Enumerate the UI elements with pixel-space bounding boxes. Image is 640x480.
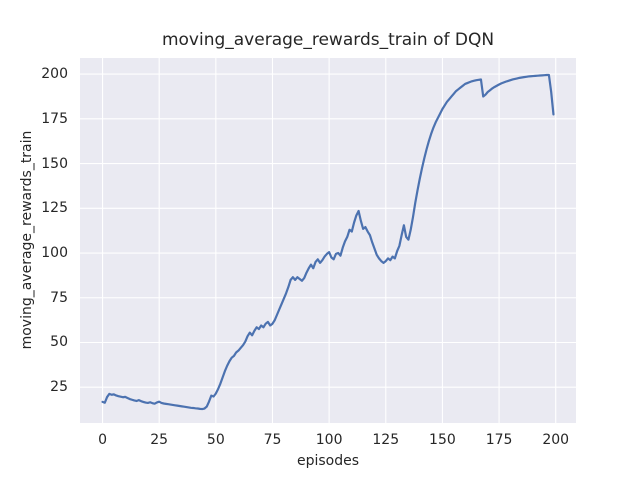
axes-background [80,58,576,423]
x-axis-tick-label: 150 [429,432,456,448]
x-axis-tick-label: 25 [150,432,169,448]
x-axis-tick-label: 0 [98,432,107,448]
chart-line [101,73,555,411]
x-axis-tick-label: 200 [542,432,570,448]
y-axis-tick-label: 150 [41,155,68,172]
x-axis-tick-label: 75 [263,432,282,448]
y-axis-tick-label: 25 [50,379,68,396]
x-axis-tick-label: 175 [485,432,513,448]
y-axis-tick-label: 100 [41,245,68,262]
x-axis-tick-label: 50 [206,432,225,448]
plot-area [80,58,576,423]
chart-title: moving_average_rewards_train of DQN [161,30,495,50]
y-axis-tick-label: 200 [41,66,68,83]
x-axis-title: episodes [296,453,360,469]
y-axis-tick-label: 125 [41,200,68,217]
x-axis-tick-label: 125 [372,432,400,448]
y-axis-tick-label: 50 [50,334,68,351]
y-axis-title: moving_average_rewards_train [19,130,35,350]
x-axis-tick-label: 100 [315,432,343,448]
y-axis-tick-label: 175 [41,110,68,127]
plot-svg [80,58,576,423]
y-axis-tick-label: 75 [50,289,68,306]
